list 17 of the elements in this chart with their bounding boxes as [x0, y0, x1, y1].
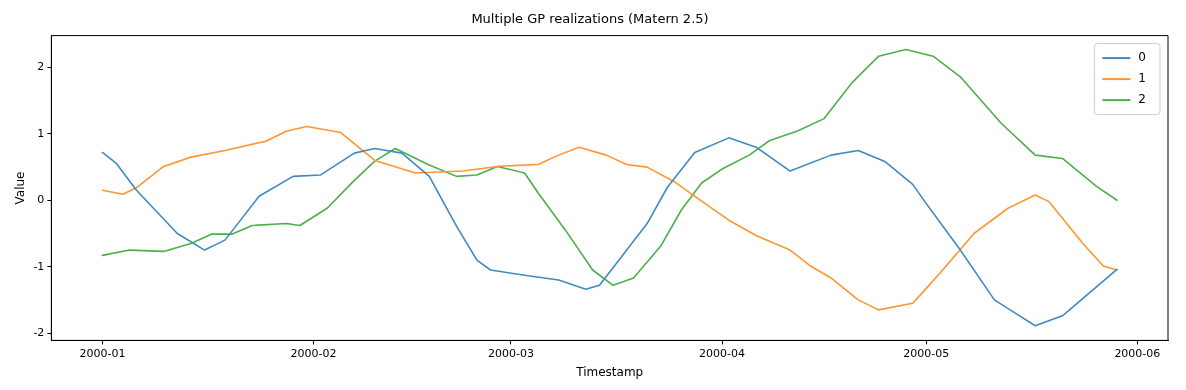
x-tick-label: 2000-03	[487, 346, 534, 360]
chart-title: Multiple GP realizations (Matern 2.5)	[471, 11, 709, 27]
legend-label: 1	[1138, 71, 1147, 86]
x-tick-label: 2000-01	[79, 346, 126, 360]
x-tick-label: 2000-04	[699, 346, 746, 360]
x-tick-label: 2000-02	[290, 346, 337, 360]
x-tick-label: 2000-06	[1114, 346, 1161, 360]
y-tick-label: 2	[37, 60, 45, 74]
y-tick-label: 0	[37, 193, 45, 207]
y-tick-label: -2	[33, 325, 45, 339]
y-tick-label: -1	[33, 259, 45, 273]
legend-label: 0	[1138, 50, 1147, 65]
legend-label: 2	[1138, 92, 1147, 107]
x-axis-title: Timestamp	[575, 364, 644, 379]
y-axis-title: Value	[13, 171, 28, 205]
x-tick-label: 2000-05	[903, 346, 950, 360]
y-tick-label: 1	[37, 126, 45, 140]
